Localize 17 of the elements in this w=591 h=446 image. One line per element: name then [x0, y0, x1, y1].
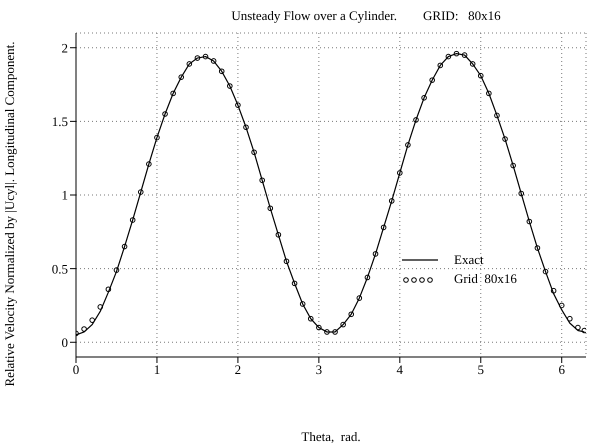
x-tick-label: 5 [478, 362, 484, 378]
x-tick-label: 4 [396, 362, 404, 378]
x-tick-label: 6 [558, 362, 566, 378]
y-tick-label: 1.5 [52, 114, 68, 129]
x-tick-label: 3 [316, 362, 322, 378]
y-tick-label: 0 [62, 334, 68, 350]
x-tick-label: 1 [154, 362, 160, 378]
legend-label: Exact [454, 251, 484, 269]
y-axis-title: Relative Velocity Normalized by |Ucyl|. Longitudinal Component. [2, 41, 17, 387]
legend-label: Grid 80x16 [454, 270, 517, 288]
x-tick-label: 0 [72, 362, 80, 378]
x-axis-title: Theta, rad. [301, 429, 361, 444]
y-tick-label: 2 [62, 40, 68, 56]
y-tick-label: 1 [62, 188, 68, 203]
chart-title: Unsteady Flow over a Cylinder. GRID: 80x16 [231, 8, 502, 23]
x-tick-label: 2 [234, 362, 242, 378]
y-tick-label: 0.5 [52, 261, 68, 276]
